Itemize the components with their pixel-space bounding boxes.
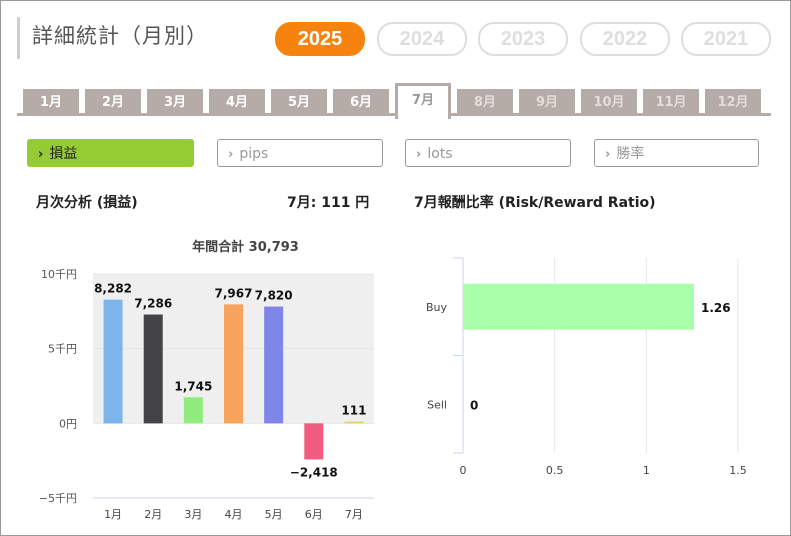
x-tick-label: 0 (460, 464, 467, 477)
month-tab-10[interactable]: 11月 (643, 89, 699, 116)
bar-value-label: 0 (470, 398, 478, 412)
bar-2月 (143, 314, 163, 424)
month-tab-0[interactable]: 1月 (23, 89, 79, 116)
bar-value-label: 7,286 (134, 297, 172, 311)
month-tab-2[interactable]: 3月 (147, 89, 203, 116)
chevron-right-icon: › (228, 147, 234, 162)
year-tab-2[interactable]: 2023 (478, 22, 568, 56)
y-tick-label: Buy (426, 301, 448, 314)
month-tab-8[interactable]: 9月 (519, 89, 575, 116)
month-tab-6[interactable]: 7月 (395, 83, 451, 119)
month-tab-5[interactable]: 6月 (333, 89, 389, 116)
x-tick-label: 1 (643, 464, 650, 477)
month-tabs-baseline (17, 113, 771, 116)
metric-button-0[interactable]: › 損益 (27, 139, 194, 167)
x-tick-label: 3月 (184, 508, 202, 521)
month-tab-11[interactable]: 12月 (705, 89, 761, 116)
month-tab-9[interactable]: 10月 (581, 89, 637, 116)
bar-value-label: 7,820 (255, 289, 293, 303)
metric-label: 勝率 (616, 146, 645, 162)
metric-label: lots (427, 146, 453, 162)
bar-value-label: −2,418 (290, 465, 338, 479)
x-tick-label: 4月 (225, 508, 243, 521)
metric-button-2[interactable]: › lots (405, 139, 571, 167)
year-tab-1[interactable]: 2024 (377, 22, 467, 56)
x-tick-label: 0.5 (546, 464, 564, 477)
bar-3月 (183, 397, 203, 424)
year-tab-0[interactable]: 2025 (275, 22, 365, 56)
y-tick-label: 5千円 (48, 343, 77, 356)
left-panel-title: 月次分析 (損益) (36, 195, 138, 211)
x-tick-label: 5月 (265, 508, 283, 521)
bar-5月 (264, 306, 284, 424)
year-tab-3[interactable]: 2022 (580, 22, 670, 56)
title-area: 詳細統計（月別） (17, 17, 208, 59)
right-panel-title: 7月報酬比率 (Risk/Reward Ratio) (414, 195, 656, 211)
chevron-right-icon: › (38, 147, 44, 162)
bar-6月 (304, 423, 324, 460)
y-tick-label: Sell (427, 398, 447, 411)
metric-label: pips (239, 146, 269, 162)
bar-1月 (103, 299, 123, 424)
bar-value-label: 8,282 (94, 282, 132, 296)
y-tick-label: 10千円 (41, 268, 77, 281)
x-tick-label: 2月 (144, 508, 162, 521)
left-panel-summary: 7月: 111 円 (287, 195, 370, 211)
bar-value-label: 1.26 (701, 301, 731, 315)
chevron-right-icon: › (416, 147, 422, 162)
y-tick-label: 0円 (59, 417, 77, 430)
bar-value-label: 111 (341, 404, 366, 418)
bar-value-label: 1,745 (174, 379, 212, 393)
bar-7月 (344, 421, 364, 424)
x-tick-label: 6月 (305, 508, 323, 521)
x-tick-label: 1.5 (729, 464, 747, 477)
month-tabs: 1月 2月 3月 4月 5月 6月 7月 8月 9月 10月 11月 12月 (21, 83, 771, 119)
chevron-right-icon: › (605, 147, 611, 162)
month-tab-3[interactable]: 4月 (209, 89, 265, 116)
x-tick-label: 7月 (345, 508, 363, 521)
metric-label: 損益 (49, 146, 78, 162)
month-tab-1[interactable]: 2月 (85, 89, 141, 116)
chart-title: 年間合計 30,793 (192, 239, 299, 255)
bar-value-label: 7,967 (215, 286, 253, 300)
x-tick-label: 1月 (104, 508, 122, 521)
page-title: 詳細統計（月別） (32, 24, 208, 48)
metric-button-1[interactable]: › pips (217, 139, 383, 167)
year-tab-4[interactable]: 2021 (681, 22, 771, 56)
bar-Buy (463, 283, 694, 330)
y-tick-label: −5千円 (39, 492, 77, 505)
month-tab-4[interactable]: 5月 (271, 89, 327, 116)
month-tab-7[interactable]: 8月 (457, 89, 513, 116)
bar-4月 (224, 304, 243, 424)
metric-button-3[interactable]: › 勝率 (594, 139, 759, 167)
